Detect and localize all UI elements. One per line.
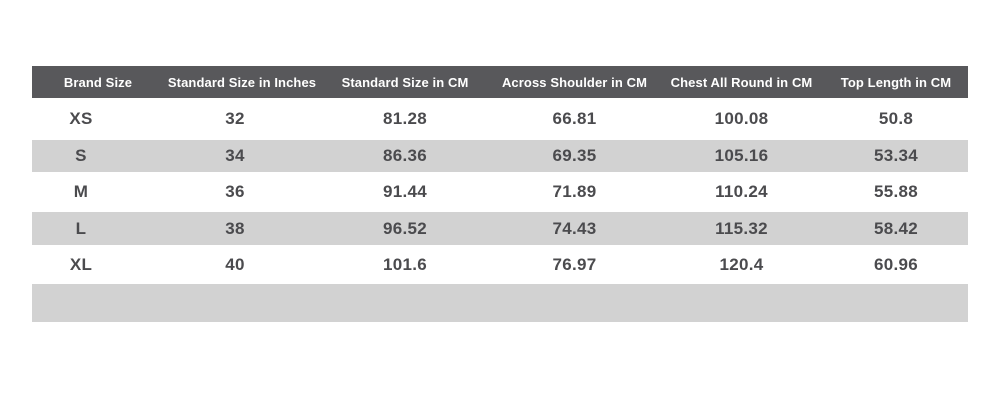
table-row-xs: XS 32 81.28 66.81 100.08 50.8 — [32, 98, 968, 140]
cell-standard-size-inches: 38 — [164, 212, 320, 245]
table-row-xl: XL 40 101.6 76.97 120.4 60.96 — [32, 245, 968, 284]
size-chart-table: Brand Size Standard Size in Inches Stand… — [32, 66, 968, 322]
cell-standard-size-cm: 91.44 — [382, 182, 428, 201]
cell-standard-size-cm: 86.36 — [320, 140, 490, 172]
column-header-chest-all-round-cm: Chest All Round in CM — [659, 66, 824, 98]
cell-standard-size-inches: 34 — [164, 140, 320, 172]
column-header-across-shoulder-cm: Across Shoulder in CM — [490, 66, 659, 98]
cell-chest-all-round-cm: 100.08 — [714, 109, 769, 128]
cell-across-shoulder-cm: 71.89 — [552, 182, 597, 201]
cell-chest-all-round-cm: 120.4 — [719, 254, 764, 274]
cell-top-length-cm: 50.8 — [878, 109, 914, 128]
cell-chest-all-round-cm: 105.16 — [659, 140, 824, 172]
cell-standard-size-inches: 36 — [225, 182, 245, 201]
cell-chest-all-round-cm: 110.24 — [715, 182, 768, 201]
cell-across-shoulder-cm: 76.97 — [552, 254, 597, 274]
empty-footer-cell — [32, 284, 968, 322]
cell-top-length-cm: 55.88 — [873, 182, 919, 201]
cell-brand-size: L — [32, 212, 164, 245]
cell-across-shoulder-cm: 74.43 — [490, 212, 659, 245]
cell-standard-size-inches: 32 — [225, 109, 245, 128]
cell-brand-size: XL — [69, 254, 93, 274]
header-row: Brand Size Standard Size in Inches Stand… — [32, 66, 968, 98]
column-header-standard-size-cm: Standard Size in CM — [320, 66, 490, 98]
cell-standard-size-cm: 81.28 — [382, 109, 428, 128]
cell-top-length-cm: 60.96 — [873, 254, 919, 274]
cell-chest-all-round-cm: 115.32 — [659, 212, 824, 245]
cell-across-shoulder-cm: 66.81 — [552, 109, 597, 128]
column-header-top-length-cm: Top Length in CM — [824, 66, 968, 98]
cell-brand-size: S — [32, 140, 164, 172]
column-header-brand-size: Brand Size — [32, 66, 164, 98]
cell-standard-size-cm: 96.52 — [320, 212, 490, 245]
cell-top-length-cm: 53.34 — [824, 140, 968, 172]
column-header-standard-size-inches: Standard Size in Inches — [164, 66, 320, 98]
cell-brand-size: M — [73, 182, 89, 201]
cell-standard-size-inches: 40 — [225, 254, 245, 274]
cell-top-length-cm: 58.42 — [824, 212, 968, 245]
cell-standard-size-cm: 101.6 — [382, 254, 428, 274]
table-row-m: M 36 91.44 71.89 110.24 55.88 — [32, 172, 968, 212]
cell-across-shoulder-cm: 69.35 — [490, 140, 659, 172]
table-row-l: L 38 96.52 74.43 115.32 58.42 — [32, 212, 968, 245]
table-row-s: S 34 86.36 69.35 105.16 53.34 — [32, 140, 968, 172]
empty-footer-row — [32, 284, 968, 322]
cell-brand-size: XS — [69, 109, 93, 128]
